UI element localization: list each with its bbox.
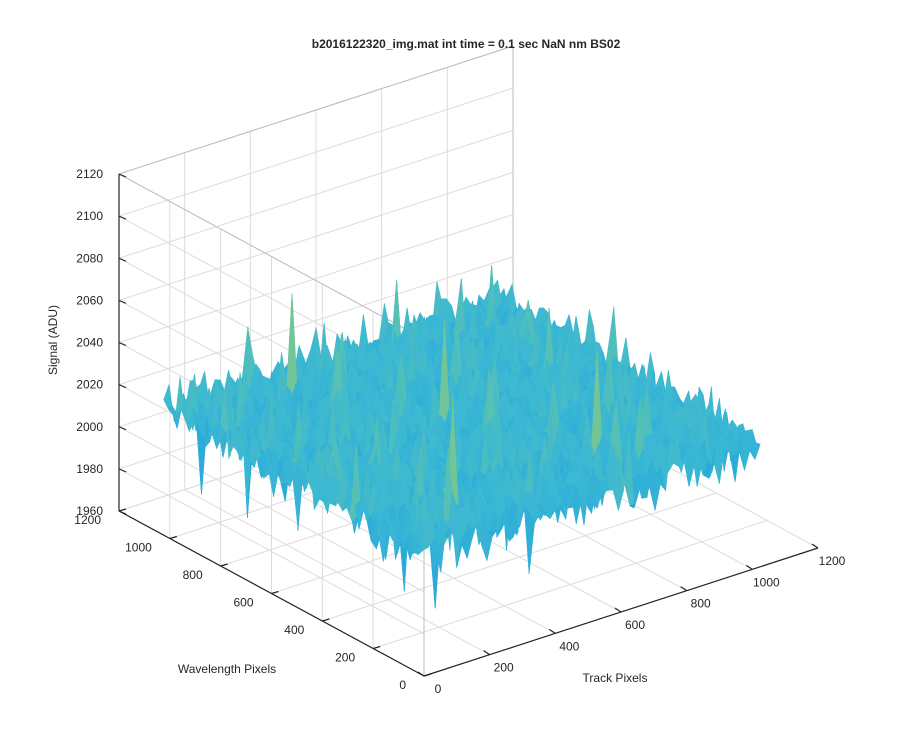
surface-plot bbox=[163, 264, 761, 609]
z-tick-mark bbox=[118, 215, 127, 220]
wall-gridline-z bbox=[118, 256, 514, 386]
z-tick-label: 2100 bbox=[76, 209, 103, 223]
z-tick-label: 2060 bbox=[76, 293, 103, 307]
floor-gridline-y bbox=[373, 520, 768, 649]
x-tick-label: 200 bbox=[494, 661, 514, 675]
z-tick-label: 2080 bbox=[76, 251, 103, 265]
x-tick-label: 600 bbox=[625, 618, 645, 632]
x-tick-mark bbox=[614, 607, 622, 613]
y-axis-label: Wavelength Pixels bbox=[178, 662, 276, 676]
z-tick-label: 2000 bbox=[76, 420, 103, 434]
y-tick-mark bbox=[220, 563, 228, 567]
wall-gridline-z bbox=[118, 214, 514, 343]
y-tick-label: 1200 bbox=[74, 513, 101, 527]
y-tick-label: 200 bbox=[335, 651, 355, 665]
y-tick-mark bbox=[373, 645, 381, 650]
axes-frame bbox=[118, 173, 819, 677]
x-tick-mark bbox=[417, 671, 425, 677]
z-tick-mark bbox=[118, 341, 127, 347]
z-tick-mark bbox=[118, 468, 127, 473]
wall-gridline-z bbox=[118, 426, 425, 593]
y-tick-label: 600 bbox=[233, 596, 253, 610]
y-tick-mark bbox=[322, 618, 330, 622]
y-tick-label: 400 bbox=[284, 623, 304, 637]
z-tick-label: 1980 bbox=[76, 462, 103, 476]
z-tick-mark bbox=[118, 384, 127, 389]
y-tick-mark bbox=[271, 590, 279, 595]
y-tick-label: 0 bbox=[399, 678, 406, 692]
wall-gridline-z bbox=[118, 171, 514, 301]
x-tick-mark bbox=[746, 564, 753, 570]
surface-patch bbox=[620, 337, 631, 368]
z-tick-label: 2040 bbox=[76, 336, 103, 350]
wall-gridline-z bbox=[118, 87, 514, 217]
x-tick-mark bbox=[549, 628, 556, 634]
z-tick-mark bbox=[118, 299, 127, 304]
box-edge bbox=[118, 45, 514, 175]
z-axis-label: Signal (ADU) bbox=[46, 305, 60, 375]
z-tick-label: 2020 bbox=[76, 378, 103, 392]
chart-title: b2016122320_img.mat int time = 0.1 sec N… bbox=[312, 37, 621, 51]
x-tick-label: 400 bbox=[559, 639, 579, 653]
z-tick-mark bbox=[118, 173, 127, 178]
z-tick-mark bbox=[118, 257, 127, 262]
wall-gridline-z bbox=[118, 468, 425, 635]
x-tick-label: 1200 bbox=[819, 554, 846, 568]
floor-gridline-y bbox=[322, 492, 717, 622]
z-tick-label: 2120 bbox=[76, 167, 103, 181]
z-tick-mark bbox=[118, 510, 127, 515]
x-tick-label: 800 bbox=[691, 597, 711, 611]
y-tick-mark bbox=[118, 508, 127, 512]
wall-gridline-z bbox=[118, 129, 514, 259]
x-tick-mark bbox=[811, 543, 819, 549]
x-tick-label: 0 bbox=[435, 682, 442, 696]
z-tick-mark bbox=[118, 426, 127, 431]
x-tick-mark bbox=[680, 586, 687, 592]
x-axis-label: Track Pixels bbox=[583, 671, 648, 685]
z-tick-label: 1960 bbox=[76, 504, 103, 518]
x-tick-mark bbox=[483, 650, 490, 656]
y-tick-label: 800 bbox=[183, 568, 203, 582]
surface-patch bbox=[750, 429, 761, 460]
y-tick-label: 1000 bbox=[125, 541, 152, 555]
x-tick-label: 1000 bbox=[753, 575, 780, 589]
box-edge bbox=[118, 173, 425, 340]
y-tick-mark bbox=[169, 535, 177, 540]
y-tick-mark bbox=[423, 673, 432, 677]
tick-labels: 0 200 400 600 800 1000 1200 0 200 400 600 800 1000 12… bbox=[74, 167, 845, 696]
